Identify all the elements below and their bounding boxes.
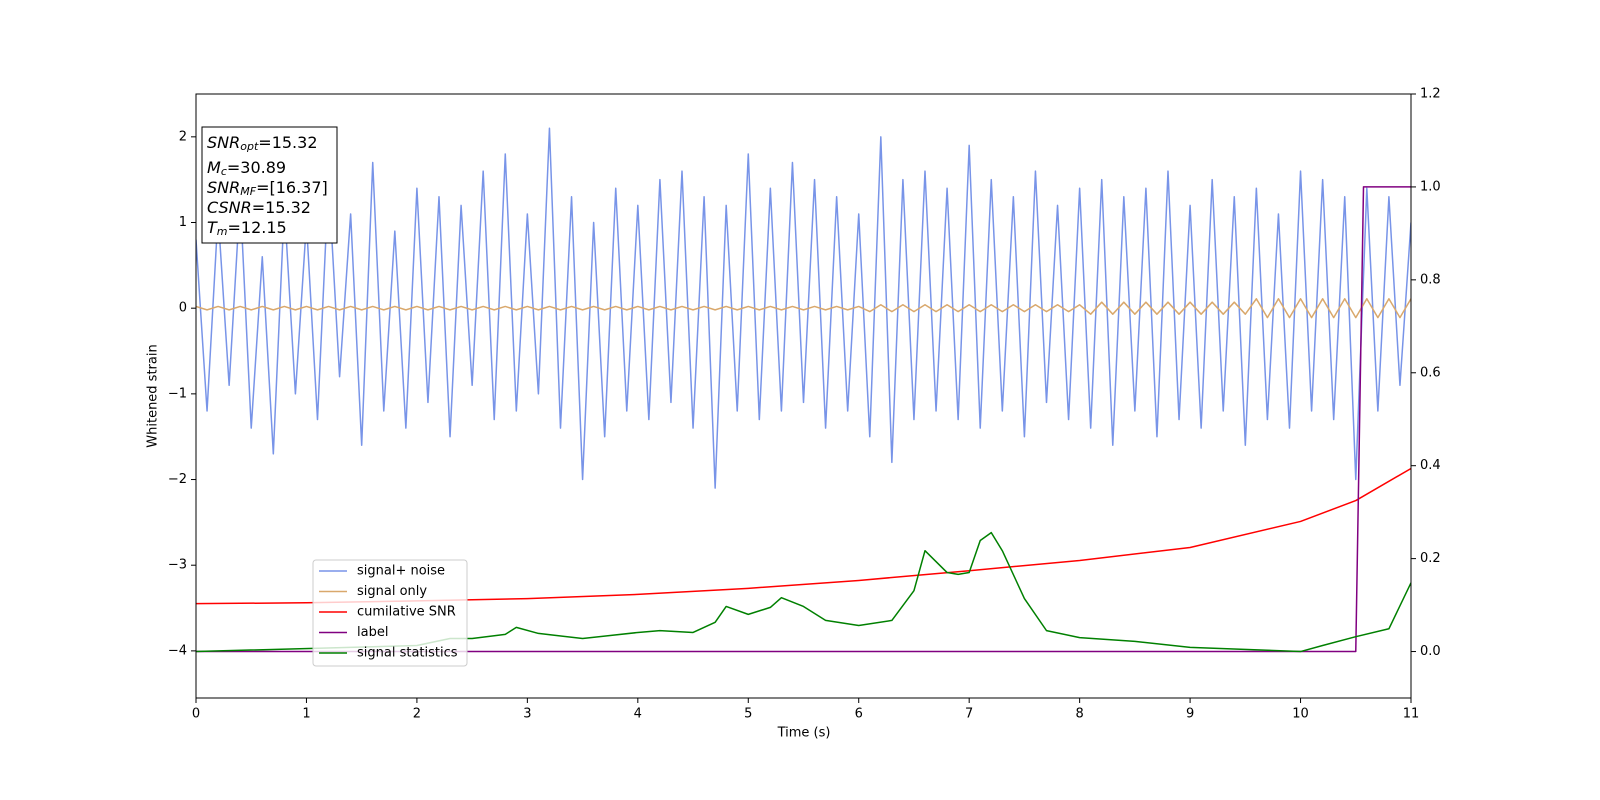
y-tick-label: −1 xyxy=(168,386,187,401)
x-tick-label: 6 xyxy=(855,707,863,722)
legend-label: signal+ noise xyxy=(357,564,445,579)
x-axis-label: Time (s) xyxy=(777,726,831,741)
plot-frame xyxy=(195,93,1412,699)
annotation-symbol: M xyxy=(207,158,221,177)
annotation-value: =15.32 xyxy=(252,198,311,217)
legend-label: signal only xyxy=(357,584,427,599)
y-tick-label: −2 xyxy=(168,472,187,487)
annotation-value: =30.89 xyxy=(227,158,286,177)
x-tick-label: 9 xyxy=(1186,707,1194,722)
x-tick-label: 2 xyxy=(413,707,421,722)
y-tick-label: −3 xyxy=(168,558,187,573)
y-tick-label: 1 xyxy=(179,215,187,230)
annotation-symbol: T xyxy=(207,218,218,237)
series-line xyxy=(196,127,1411,489)
y-axis-label: Whitened strain xyxy=(146,344,161,447)
y2-tick-label: 1.2 xyxy=(1420,87,1441,102)
legend-label: label xyxy=(357,625,388,640)
legend-label: cumilative SNR xyxy=(357,605,456,620)
y-tick-label: −4 xyxy=(168,643,187,658)
annotation-value: =[16.37] xyxy=(256,178,328,197)
y2-tick-label: 0.0 xyxy=(1420,644,1441,659)
x-tick-label: 10 xyxy=(1292,707,1309,722)
y-tick-label: 0 xyxy=(179,301,187,316)
x-tick-label: 3 xyxy=(523,707,531,722)
annotation-value: =15.32 xyxy=(258,133,317,152)
series-line xyxy=(196,186,1411,653)
x-tick-label: 7 xyxy=(965,707,973,722)
annotation-line: Mc=30.89 xyxy=(207,158,286,179)
legend-box xyxy=(312,559,468,667)
series-line xyxy=(196,531,1411,653)
annotation-symbol: SNR xyxy=(207,178,240,197)
x-tick-label: 0 xyxy=(192,707,200,722)
annotation-line: CSNR=15.32 xyxy=(207,198,311,217)
annotation-line: SNRopt=15.32 xyxy=(207,133,318,154)
annotation-symbol: CSNR xyxy=(207,198,252,217)
x-tick-label: 4 xyxy=(634,707,642,722)
annotation-subscript: m xyxy=(217,225,228,238)
y2-tick-label: 0.2 xyxy=(1420,551,1441,566)
x-tick-label: 11 xyxy=(1403,707,1420,722)
y-tick-label: 2 xyxy=(179,129,187,144)
y2-tick-label: 0.8 xyxy=(1420,272,1441,287)
annotation-symbol: SNR xyxy=(207,133,240,152)
legend-label: signal statistics xyxy=(357,646,458,661)
annotation-box xyxy=(201,126,338,244)
x-tick-label: 1 xyxy=(302,707,310,722)
annotation-subscript: MF xyxy=(240,185,256,198)
annotation-line: SNRMF=[16.37] xyxy=(207,178,328,199)
x-tick-label: 5 xyxy=(744,707,752,722)
y2-tick-label: 0.6 xyxy=(1420,365,1441,380)
annotation-value: =12.15 xyxy=(228,218,287,237)
x-tick-label: 8 xyxy=(1075,707,1083,722)
y2-tick-label: 1.0 xyxy=(1420,179,1441,194)
series-line xyxy=(196,298,1411,319)
annotation-subscript: opt xyxy=(240,140,259,153)
annotation-line: Tm=12.15 xyxy=(207,218,287,239)
y2-tick-label: 0.4 xyxy=(1420,458,1441,473)
annotation-subscript: c xyxy=(221,165,227,178)
